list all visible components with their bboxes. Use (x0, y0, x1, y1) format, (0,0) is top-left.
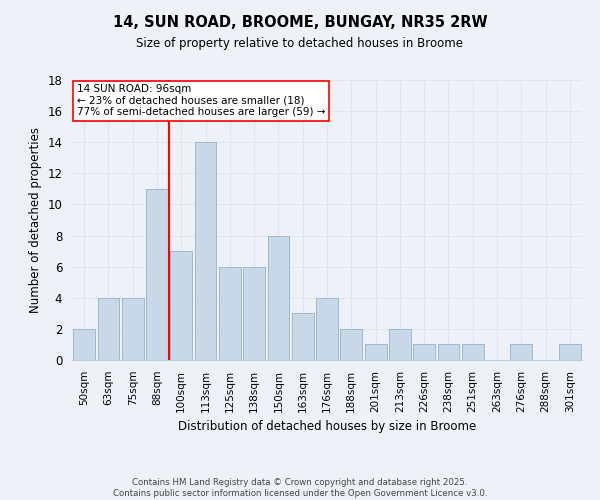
Bar (462, 344, 484, 360)
Bar (511, 344, 532, 360)
Bar (268, 236, 289, 360)
Bar (365, 344, 386, 360)
Text: Contains HM Land Registry data © Crown copyright and database right 2025.
Contai: Contains HM Land Registry data © Crown c… (113, 478, 487, 498)
Y-axis label: Number of detached properties: Number of detached properties (29, 127, 42, 313)
Bar (292, 314, 314, 360)
Bar (413, 344, 435, 360)
Bar (389, 329, 411, 360)
Text: 14 SUN ROAD: 96sqm
← 23% of detached houses are smaller (18)
77% of semi-detache: 14 SUN ROAD: 96sqm ← 23% of detached hou… (77, 84, 326, 117)
Bar (340, 329, 362, 360)
X-axis label: Distribution of detached houses by size in Broome: Distribution of detached houses by size … (178, 420, 476, 433)
Bar (122, 298, 143, 360)
Bar (219, 266, 241, 360)
Bar (559, 344, 581, 360)
Bar (316, 298, 338, 360)
Text: 14, SUN ROAD, BROOME, BUNGAY, NR35 2RW: 14, SUN ROAD, BROOME, BUNGAY, NR35 2RW (113, 15, 487, 30)
Bar (97, 298, 119, 360)
Bar (170, 251, 192, 360)
Bar (194, 142, 217, 360)
Bar (146, 189, 168, 360)
Text: Size of property relative to detached houses in Broome: Size of property relative to detached ho… (137, 38, 464, 51)
Bar (73, 329, 95, 360)
Bar (243, 266, 265, 360)
Bar (437, 344, 460, 360)
